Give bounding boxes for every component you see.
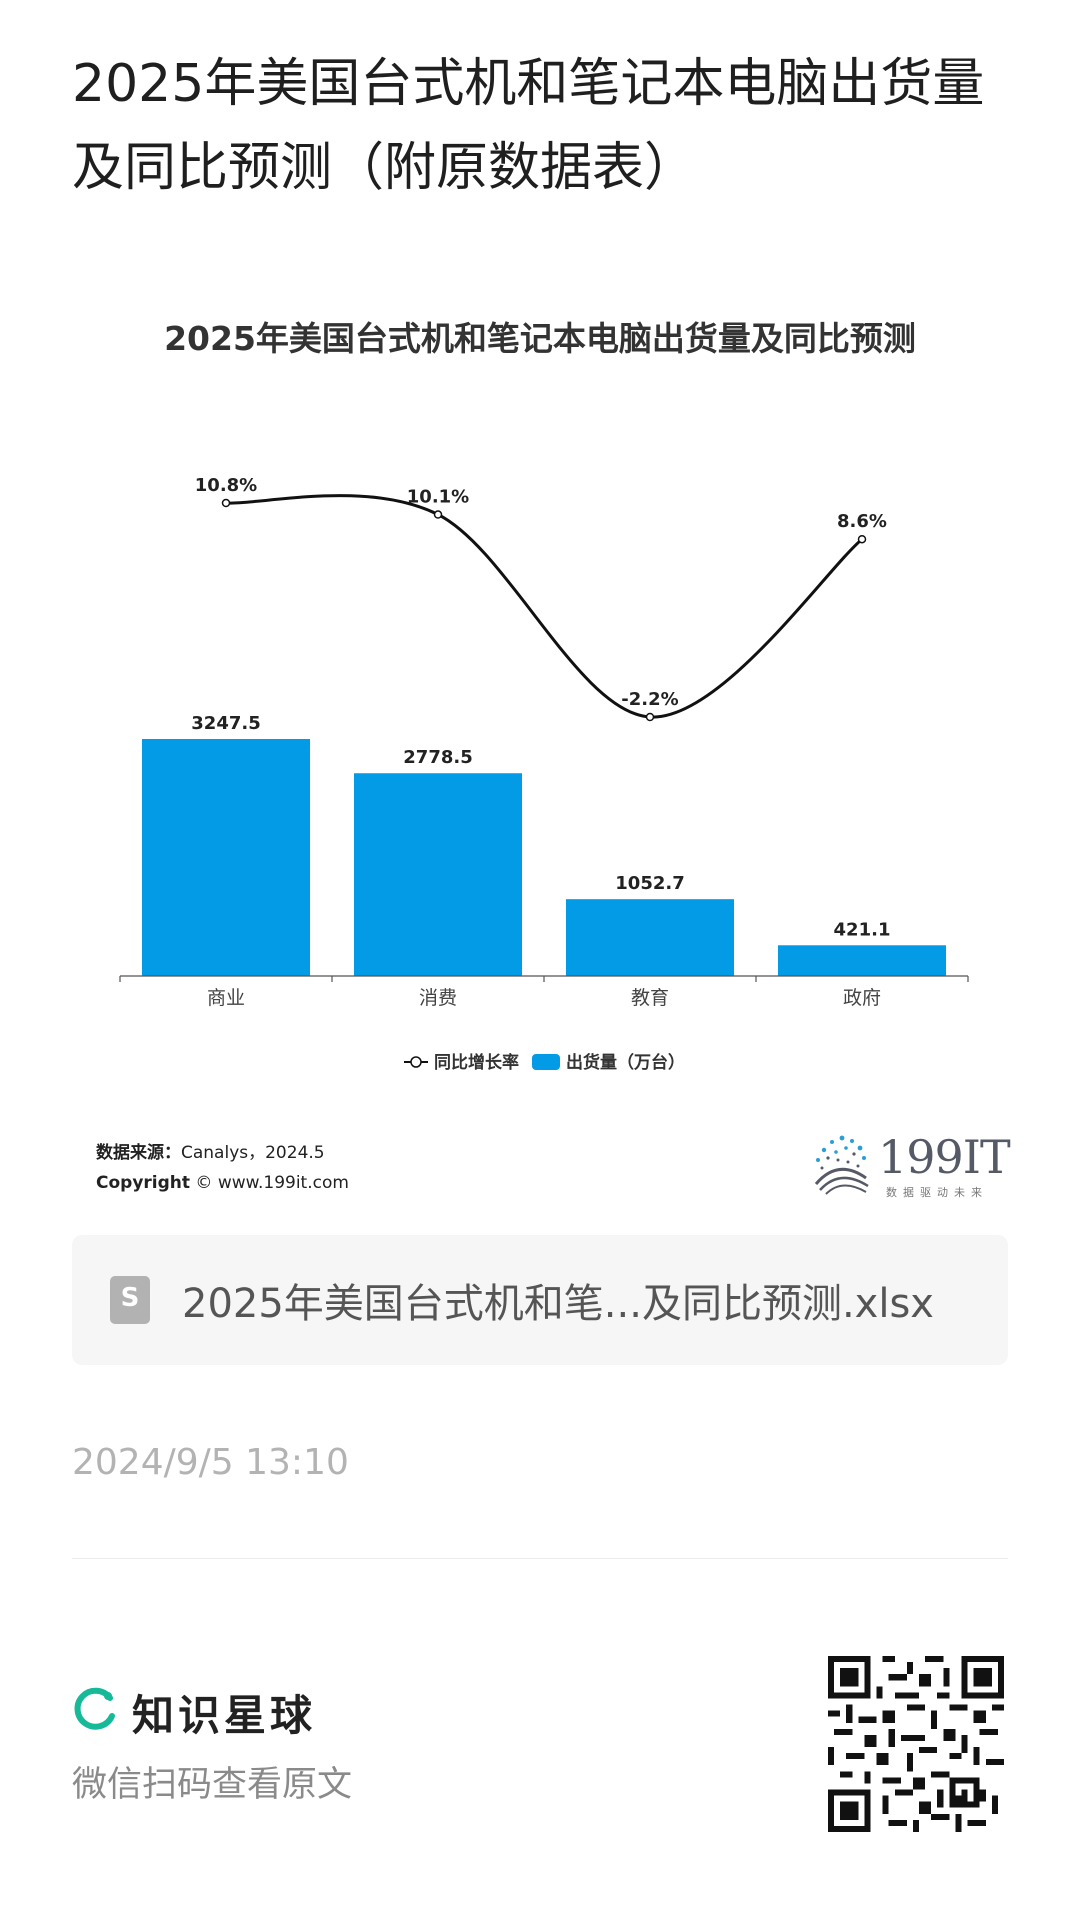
logo-199it: 199IT 数据驱动未来 [808,1128,1011,1199]
line-layer: 10.8% 10.1% -2.2% 8.6% [195,475,887,722]
attachment-filename[interactable]: 2025年美国台式机和笔...及同比预测.xlsx [182,1281,934,1327]
legend-bar-swatch [532,1054,560,1070]
line-point-0 [221,498,231,508]
legend-label-1: 出货量（万台） [566,1052,685,1073]
bar-3 [778,945,946,976]
legend-label-0: 同比增长率 [434,1052,519,1073]
logo-text: 199IT [878,1130,1011,1184]
logo-subtitle: 数据驱动未来 [886,1186,988,1199]
line-label-3: 8.6% [837,511,887,532]
bar-label-0: 3247.5 [191,713,260,734]
line-label-2: -2.2% [621,689,678,710]
bar-label-3: 421.1 [834,919,891,940]
source-label: 数据来源： [96,1143,181,1163]
chart: 2025年美国台式机和笔记本电脑出货量及同比预测 3247.5 2778.5 105… [119,319,969,1073]
zhishixingqiu-logo-icon [74,1687,115,1730]
legend-line-marker [410,1056,422,1068]
growth-line [225,494,863,719]
x-tick-label-0: 商业 [207,987,245,1009]
bar-2 [566,899,734,976]
bars-layer: 3247.5 2778.5 1052.7 421.1 [142,713,946,976]
copyright-symbol: © [195,1173,213,1193]
line-label-0: 10.8% [195,475,257,496]
attachment-card[interactable]: S 2025年美国台式机和笔...及同比预测.xlsx [72,1235,1008,1365]
dandelion-logo-icon [814,1135,869,1195]
source-value: Canalys，2024.5 [181,1143,325,1163]
bar-0 [142,739,310,976]
x-axis: 商业 消费 教育 政府 [119,975,969,1009]
bar-1 [354,773,522,976]
legend: 同比增长率 出货量（万台） [404,1052,685,1073]
brand-name: 知识星球 [132,1691,317,1740]
bar-label-1: 2778.5 [403,747,472,768]
divider [72,1558,1008,1559]
qr-code-icon[interactable] [828,1656,1004,1832]
scan-hint: 微信扫码查看原文 [72,1765,353,1805]
spreadsheet-file-icon: S [110,1276,150,1324]
copyright-label: Copyright [96,1173,191,1193]
bar-label-2: 1052.7 [615,873,684,894]
x-tick-label-3: 政府 [843,987,881,1009]
chart-title: 2025年美国台式机和笔记本电脑出货量及同比预测 [164,319,916,358]
x-tick-label-1: 消费 [419,987,457,1009]
source-block: 数据来源：Canalys，2024.5 Copyright © www.199i… [96,1138,349,1198]
line-point-1 [433,510,443,519]
page-title: 2025年美国台式机和笔记本电脑出货量及同比预测（附原数据表） [72,54,985,198]
line-point-3 [857,534,867,544]
file-icon-letter: S [120,1283,140,1313]
line-point-2 [645,712,655,722]
x-tick-label-2: 教育 [631,987,669,1009]
line-label-1: 10.1% [407,487,469,508]
publish-timestamp: 2024/9/5 13:10 [72,1442,349,1483]
copyright-value: www.199it.com [217,1173,349,1193]
